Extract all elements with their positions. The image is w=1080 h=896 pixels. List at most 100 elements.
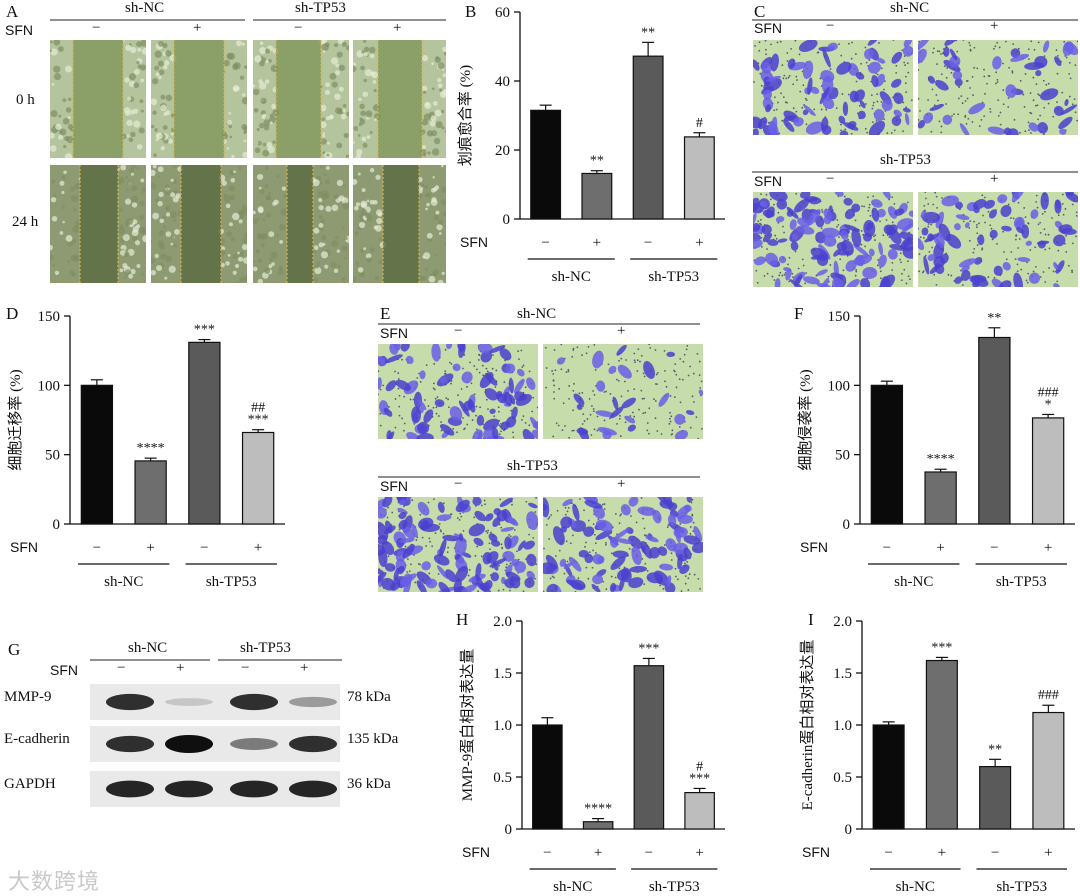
y-tick-label: 150 — [38, 309, 61, 325]
blot-protein-label: E-cadherin — [4, 731, 70, 747]
y-tick-label: 1.5 — [833, 666, 852, 682]
y-tick-label: 0 — [53, 517, 61, 533]
panel-letter: B — [465, 2, 476, 21]
y-tick-label: 2.0 — [493, 614, 512, 630]
y-tick-label: 1.0 — [493, 718, 512, 734]
y-tick-label: 20 — [495, 143, 510, 159]
panel-g-group-lines — [90, 659, 342, 661]
panel-c-sfn-label: SFN — [754, 173, 782, 189]
significance-mark: # — [696, 759, 703, 774]
y-tick-label: 0.5 — [833, 770, 852, 786]
blot-band — [106, 693, 154, 711]
panel-a-sfn-label: SFN — [5, 22, 33, 38]
sfn-sign: − — [93, 540, 101, 556]
group-label: sh-TP53 — [649, 879, 700, 895]
panel-a-sign: + — [393, 20, 402, 36]
panel-letter: H — [456, 610, 468, 629]
y-tick-label: 50 — [835, 448, 850, 464]
panel-c-group-label: sh-NC — [890, 0, 930, 16]
panel-letter: I — [808, 610, 814, 629]
group-label: sh-NC — [896, 879, 935, 895]
significance-mark: *** — [638, 641, 659, 656]
bar — [978, 336, 1011, 525]
panel-g-letter: G — [8, 640, 21, 659]
y-axis-label: 划痕愈合率 (%) — [457, 65, 474, 166]
panel-a-row-label: 24 h — [12, 214, 39, 230]
group-label: sh-NC — [104, 574, 143, 590]
significance-mark: ** — [988, 742, 1002, 757]
sfn-sign: + — [593, 235, 601, 251]
sfn-sign: + — [146, 540, 154, 556]
transwell-micrograph — [378, 344, 538, 439]
group-label: sh-NC — [552, 269, 591, 285]
y-tick-label: 100 — [38, 378, 61, 394]
panel-g-sign: + — [300, 660, 309, 676]
sfn-sign: − — [644, 235, 652, 251]
transwell-micrograph — [753, 192, 913, 287]
bar — [870, 384, 904, 525]
blot-strip — [90, 684, 340, 720]
significance-mark: ## — [251, 401, 265, 416]
sfn-sign: − — [991, 845, 999, 861]
transwell-micrograph — [753, 40, 913, 135]
sfn-sign: + — [1044, 540, 1052, 556]
panel-e-group-label: sh-NC — [517, 306, 557, 322]
bar — [924, 471, 957, 525]
bar — [532, 724, 563, 830]
panel-a-sign: + — [193, 20, 202, 36]
blot-band — [289, 735, 337, 753]
panel-c-sign: − — [826, 18, 835, 34]
blot-protein-label: MMP-9 — [4, 689, 52, 705]
significance-mark: ### — [1038, 688, 1059, 703]
blot-protein-label: GAPDH — [4, 776, 56, 792]
wound-healing-micrograph — [50, 165, 146, 283]
blot-strip — [90, 726, 340, 762]
sfn-label: SFN — [800, 539, 828, 555]
y-tick-label: 0 — [503, 212, 511, 228]
y-tick-label: 1.0 — [833, 718, 852, 734]
panel-g-sfn-label: SFN — [50, 662, 78, 678]
transwell-micrograph — [918, 192, 1078, 287]
blot-size-label: 135 kDa — [347, 731, 399, 747]
panel-e-sign: + — [617, 476, 626, 492]
sfn-sign: − — [990, 540, 998, 556]
wound-healing-micrograph — [151, 40, 247, 158]
panel-a-group-label: sh-TP53 — [295, 0, 346, 16]
panel-g-sign: − — [117, 660, 126, 676]
blot-band — [289, 696, 337, 708]
watermark-logo: 大数跨境 — [8, 870, 101, 895]
significance-mark: **** — [927, 452, 955, 467]
panel-letter: D — [6, 304, 18, 323]
significance-mark: ### — [1038, 385, 1059, 400]
blot-size-label: 78 kDa — [347, 689, 391, 705]
sfn-sign: + — [936, 540, 944, 556]
blot-band — [289, 780, 337, 798]
blot-band — [230, 780, 278, 798]
panel-g-sign: + — [176, 660, 185, 676]
significance-mark: *** — [689, 771, 710, 786]
panel-a-group-lines — [50, 19, 446, 21]
wound-healing-micrograph — [151, 165, 247, 283]
panel-g-group-label: sh-NC — [128, 640, 168, 656]
sfn-sign: − — [883, 540, 891, 556]
panel-letter: F — [794, 304, 803, 323]
significance-mark: # — [696, 116, 703, 131]
panel-e-sign: − — [454, 476, 463, 492]
blot-strip — [90, 771, 340, 807]
group-label: sh-TP53 — [996, 879, 1047, 895]
sfn-sign: + — [695, 235, 703, 251]
significance-mark: *** — [248, 413, 269, 428]
sfn-sign: − — [200, 540, 208, 556]
wound-healing-micrograph — [253, 40, 349, 158]
bar — [1031, 417, 1065, 525]
panel-c-group-lines — [752, 19, 1078, 173]
panel-a-group-label: sh-NC — [125, 0, 165, 16]
y-tick-label: 100 — [828, 378, 851, 394]
panel-c-letter: C — [754, 2, 766, 21]
transwell-micrograph — [543, 344, 703, 439]
panel-e-sfn-label: SFN — [380, 325, 408, 341]
sfn-label: SFN — [802, 844, 830, 860]
sfn-sign: + — [1044, 845, 1052, 861]
